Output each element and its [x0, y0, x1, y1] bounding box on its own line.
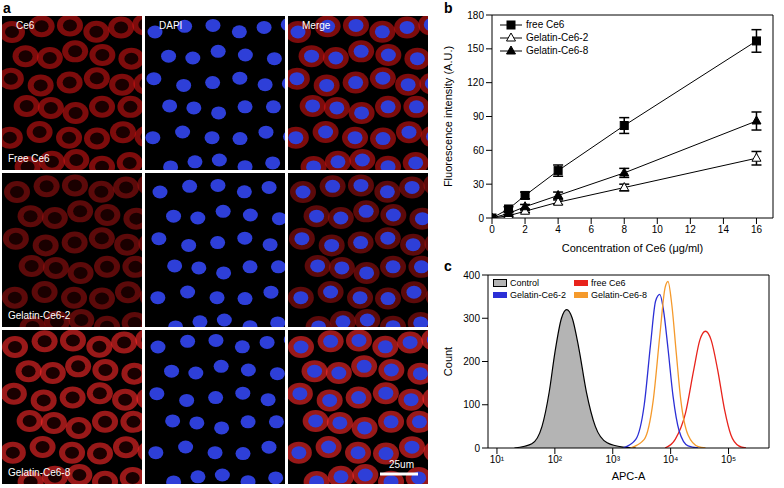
html-text:25um: 25um	[389, 459, 414, 470]
svg-text:Count: Count	[442, 347, 454, 376]
svg-text:0: 0	[478, 213, 484, 224]
html-text:b: b	[444, 0, 453, 16]
html-text:Gelatin-Ce6-8: Gelatin-Ce6-8	[8, 467, 71, 478]
svg-text:200: 200	[463, 356, 480, 367]
svg-text:10¹: 10¹	[490, 454, 505, 465]
svg-text:10⁴: 10⁴	[663, 454, 678, 465]
svg-text:Concentration of Ce6 (μg/ml): Concentration of Ce6 (μg/ml)	[562, 242, 703, 254]
html-text:Gelatin-Ce6-2: Gelatin-Ce6-2	[526, 32, 589, 43]
svg-text:APC-A: APC-A	[612, 470, 646, 482]
svg-text:6: 6	[588, 224, 594, 235]
svg-text:Fluorescence intensity (A.U.): Fluorescence intensity (A.U.)	[442, 46, 454, 187]
html-text:Gelatin-Ce6-2: Gelatin-Ce6-2	[510, 289, 566, 300]
svg-text:0: 0	[474, 443, 480, 454]
svg-text:10²: 10²	[548, 454, 563, 465]
html-text:Free Ce6: Free Ce6	[8, 153, 50, 164]
svg-text:300: 300	[463, 313, 480, 324]
html-text:free Ce6: free Ce6	[526, 19, 565, 30]
svg-text:60: 60	[473, 145, 485, 156]
html-text:Gelatin-Ce6-8: Gelatin-Ce6-8	[526, 45, 589, 56]
svg-text:0: 0	[489, 224, 495, 235]
svg-text:180: 180	[467, 10, 484, 21]
svg-text:30: 30	[473, 179, 485, 190]
svg-text:120: 120	[467, 77, 484, 88]
svg-text:8: 8	[621, 224, 627, 235]
svg-text:90: 90	[473, 111, 485, 122]
html-text:Control: Control	[510, 277, 539, 288]
svg-text:10⁵: 10⁵	[721, 454, 736, 465]
svg-text:10³: 10³	[606, 454, 621, 465]
svg-text:150: 150	[467, 43, 484, 54]
svg-text:12: 12	[685, 224, 697, 235]
svg-text:14: 14	[718, 224, 730, 235]
html-text:Gelatin-Ce6-8: Gelatin-Ce6-8	[591, 289, 648, 300]
svg-text:400: 400	[463, 270, 480, 281]
svg-text:16: 16	[751, 224, 763, 235]
html-text:a: a	[3, 0, 11, 16]
svg-text:4: 4	[555, 224, 561, 235]
svg-text:10: 10	[652, 224, 664, 235]
html-text:Merge: Merge	[302, 20, 331, 31]
svg-text:100: 100	[463, 399, 480, 410]
html-text:c: c	[444, 258, 452, 274]
html-text:free Ce6: free Ce6	[591, 277, 626, 288]
html-text:Ce6: Ce6	[16, 20, 35, 31]
html-text:DAPI: DAPI	[159, 20, 183, 31]
svg-text:2: 2	[522, 224, 528, 235]
html-text:Gelatin-Ce6-2: Gelatin-Ce6-2	[8, 310, 71, 321]
